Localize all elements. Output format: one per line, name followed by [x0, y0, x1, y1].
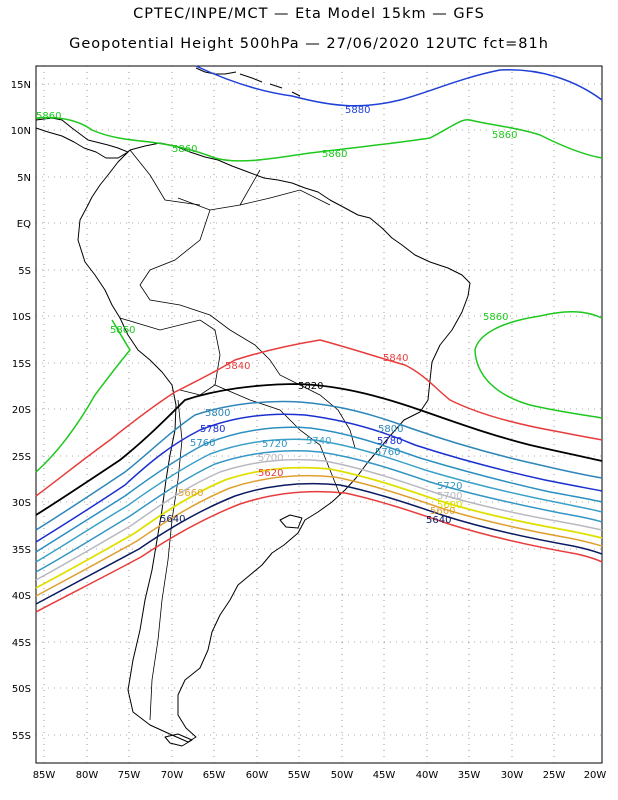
central-america-coastline: [35, 117, 129, 159]
contour-label-5680: 5680: [437, 500, 462, 511]
lat-label: 55S: [12, 731, 31, 742]
south-america-coastline: [77, 142, 471, 743]
lon-label: 70W: [161, 770, 184, 781]
contour-label-5800: 5800: [378, 424, 403, 435]
contour-label-5760: 5760: [190, 438, 215, 449]
falkland-islands: [279, 514, 303, 529]
lat-label: 35S: [12, 545, 31, 556]
contour-label-5860: 5860: [110, 325, 135, 336]
contour-label-5660: 5660: [178, 488, 203, 499]
contour-label-5840: 5840: [225, 361, 250, 372]
contour-label-5660: 5660: [430, 506, 455, 517]
contour-labels: 5880 5860 5860 5860 5860 5860 5860 5840 …: [36, 105, 517, 526]
contour-5860-west: [35, 319, 131, 473]
border-peru-bolivia: [119, 317, 221, 396]
lon-label: 20W: [584, 770, 607, 781]
contour-5700: [35, 458, 603, 581]
contours: [35, 65, 603, 613]
graticule: [36, 66, 602, 763]
contour-5720: [35, 450, 603, 573]
contour-5640: [35, 482, 603, 605]
contour-5680: [35, 466, 603, 589]
lat-label: 50S: [12, 684, 31, 695]
map-frame: [35, 65, 603, 764]
contour-label-5840: 5840: [383, 353, 408, 364]
lon-label: 55W: [288, 770, 311, 781]
contour-label-5640: 5640: [426, 515, 451, 526]
lon-label: 45W: [373, 770, 396, 781]
lat-label: 10N: [11, 126, 31, 137]
contour-label-5740: 5740: [306, 436, 331, 447]
contour-label-5780: 5780: [377, 436, 402, 447]
contour-5760: [35, 426, 603, 553]
contour-5620: [35, 490, 603, 613]
border-colombia-venezuela: [129, 149, 261, 206]
lon-label: 75W: [118, 770, 141, 781]
contour-label-5720: 5720: [437, 481, 462, 492]
lon-label: 80W: [76, 770, 99, 781]
contour-5860-north: [35, 116, 603, 162]
contour-label-5880: 5880: [345, 105, 370, 116]
lat-label: 10S: [12, 312, 31, 323]
contour-label-5640: 5640: [160, 514, 185, 525]
contour-5660: [35, 474, 603, 597]
contour-label-5860: 5860: [322, 149, 347, 160]
lat-label: 5S: [18, 266, 31, 277]
lat-label: 15N: [11, 80, 31, 91]
lat-label: EQ: [17, 219, 31, 230]
lon-label: 35W: [458, 770, 481, 781]
contour-5780: [35, 413, 603, 543]
contour-label-5860: 5860: [492, 130, 517, 141]
lon-label: 60W: [246, 770, 269, 781]
lat-label: 15S: [12, 359, 31, 370]
title-line-2: Geopotential Height 500hPa — 27/06/2020 …: [69, 36, 549, 52]
lat-label: 5N: [17, 173, 31, 184]
contour-label-5720: 5720: [262, 439, 287, 450]
lat-label: 40S: [12, 591, 31, 602]
contour-label-5700: 5700: [437, 491, 462, 502]
lat-label: 20S: [12, 405, 31, 416]
contour-label-5780: 5780: [200, 424, 225, 435]
contour-5880: [195, 65, 603, 107]
contour-5860-east: [474, 310, 603, 419]
tierra-del-fuego: [164, 733, 193, 747]
contour-label-5800: 5800: [205, 408, 230, 419]
contour-label-5760: 5760: [375, 447, 400, 458]
contour-5800: [35, 400, 603, 531]
contour-5820: [35, 383, 603, 516]
contour-label-5820: 5820: [298, 381, 323, 392]
contour-label-5620: 5620: [258, 468, 283, 479]
contour-5740: [35, 438, 603, 563]
contour-label-5860: 5860: [483, 312, 508, 323]
border-chile-argentina: [149, 399, 183, 721]
contour-label-5700: 5700: [258, 453, 283, 464]
contour-5840: [35, 339, 603, 497]
lon-label: 65W: [203, 770, 226, 781]
lat-label: 30S: [12, 498, 31, 509]
latitude-labels: 15N 10N 5N EQ 5S 10S 15S 20S 25S 30S 35S…: [11, 80, 31, 742]
border-brazil-west: [139, 189, 356, 449]
contour-label-5860: 5860: [172, 144, 197, 155]
lat-label: 25S: [12, 452, 31, 463]
lon-label: 85W: [33, 770, 56, 781]
lon-label: 40W: [416, 770, 439, 781]
border-paraguay-uruguay: [214, 384, 341, 496]
lon-label: 30W: [501, 770, 524, 781]
lon-label: 50W: [331, 770, 354, 781]
country-borders: [119, 149, 356, 721]
longitude-labels: 85W 80W 75W 70W 65W 60W 55W 50W 45W 40W …: [33, 770, 607, 781]
lat-label: 45S: [12, 638, 31, 649]
contour-label-5860: 5860: [36, 111, 61, 122]
title-line-1: CPTEC/INPE/MCT — Eta Model 15km — GFS: [133, 6, 485, 22]
lon-label: 25W: [543, 770, 566, 781]
